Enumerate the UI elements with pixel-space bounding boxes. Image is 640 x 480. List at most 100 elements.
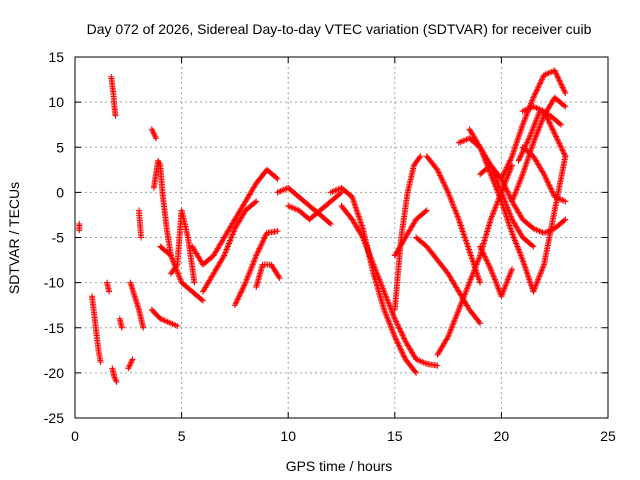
data-point	[551, 130, 558, 137]
data-point	[554, 73, 561, 80]
data-point	[438, 175, 445, 182]
data-point	[503, 166, 510, 172]
data-point	[417, 153, 424, 160]
data-point	[523, 140, 530, 147]
data-point	[413, 369, 420, 376]
data-point	[138, 234, 145, 241]
y-tick-label: -10	[44, 275, 64, 291]
data-point	[440, 179, 447, 186]
data-point	[484, 259, 491, 265]
data-point	[533, 89, 539, 95]
data-point	[393, 338, 400, 344]
data-point	[521, 145, 528, 152]
data-point	[235, 293, 242, 300]
data-point	[76, 227, 83, 234]
data-point	[260, 237, 267, 243]
data-point	[558, 121, 565, 128]
data-point	[256, 245, 263, 252]
data-point	[555, 139, 562, 146]
series-arc-d	[108, 73, 119, 119]
x-axis-label: GPS time / hours	[286, 458, 393, 474]
data-point	[259, 238, 266, 245]
data-point	[509, 162, 516, 169]
x-tick-label: 10	[280, 428, 296, 444]
data-point	[516, 155, 523, 161]
data-point	[546, 119, 553, 126]
series-arc-ee	[477, 162, 569, 236]
chart-title: Day 072 of 2026, Sidereal Day-to-day VTE…	[87, 21, 592, 37]
data-point	[235, 295, 242, 302]
data-point	[505, 189, 512, 196]
data-point	[231, 302, 238, 309]
data-point	[253, 251, 260, 258]
data-point	[506, 158, 513, 165]
data-point	[531, 91, 538, 98]
data-point	[395, 342, 402, 349]
data-point	[543, 175, 549, 182]
data-point	[397, 328, 404, 335]
data-point	[112, 375, 119, 382]
x-tick-label: 25	[600, 428, 616, 444]
data-point	[500, 180, 507, 187]
data-point	[483, 257, 490, 264]
data-point	[557, 142, 563, 148]
data-point	[522, 143, 529, 150]
data-point	[548, 186, 555, 193]
data-point	[241, 282, 248, 289]
data-point	[481, 253, 488, 260]
data-point	[140, 324, 147, 331]
data-point	[327, 220, 334, 227]
series-arc-g	[125, 356, 136, 372]
data-point	[562, 216, 569, 223]
y-tick-label: -15	[44, 320, 64, 336]
data-point	[477, 243, 484, 250]
data-point	[255, 248, 262, 255]
data-point	[160, 316, 167, 323]
data-point	[530, 243, 537, 250]
data-point	[274, 228, 281, 235]
data-point	[398, 329, 405, 336]
series-arc-a	[76, 221, 83, 234]
series-arc-k	[148, 306, 181, 329]
y-tick-label: 10	[48, 94, 64, 110]
data-point	[545, 116, 551, 123]
data-point	[113, 378, 120, 385]
data-point	[503, 187, 510, 194]
data-point	[559, 147, 566, 154]
data-point	[561, 217, 568, 224]
data-point	[561, 151, 568, 158]
data-point	[556, 77, 563, 84]
data-point	[562, 153, 569, 160]
data-point	[397, 345, 404, 352]
data-point	[401, 335, 408, 342]
data-point	[502, 184, 509, 191]
data-point	[558, 144, 565, 151]
data-point	[398, 347, 405, 354]
data-point	[543, 177, 550, 183]
data-point	[129, 356, 136, 363]
data-point	[561, 87, 567, 94]
data-point	[399, 331, 406, 338]
data-point	[538, 77, 545, 84]
data-point	[391, 315, 398, 322]
data-point	[505, 160, 512, 167]
data-point	[106, 288, 113, 295]
data-point	[112, 112, 119, 119]
data-point	[556, 140, 563, 147]
data-point	[554, 136, 561, 143]
data-point	[437, 172, 444, 179]
series-arc-l	[150, 157, 174, 259]
y-tick-label: 5	[56, 139, 64, 155]
series-arc-v	[338, 202, 441, 369]
data-point	[238, 288, 245, 295]
series-arc-aa	[434, 162, 516, 358]
data-point	[547, 122, 554, 129]
data-point	[423, 207, 430, 214]
series-arc-w	[391, 207, 430, 259]
data-point	[550, 191, 557, 198]
data-point	[504, 188, 511, 195]
data-point	[477, 279, 484, 286]
data-point	[556, 120, 563, 127]
data-point	[539, 74, 546, 81]
data-point	[276, 275, 283, 282]
